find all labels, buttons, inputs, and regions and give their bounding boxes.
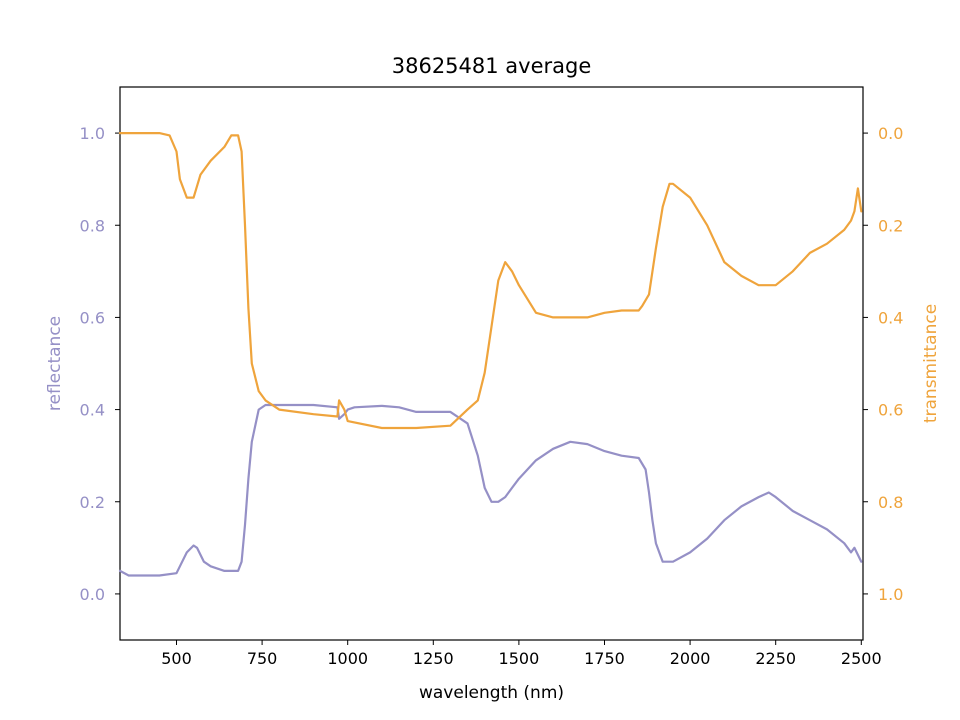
right-tick-label: 0.4 xyxy=(878,308,903,327)
right-tick-label: 0.8 xyxy=(878,493,903,512)
x-tick-label: 750 xyxy=(247,649,278,668)
series-layer xyxy=(118,132,863,577)
x-tick-label: 2500 xyxy=(841,649,882,668)
x-tick-label: 2000 xyxy=(670,649,711,668)
x-tick-label: 1250 xyxy=(413,649,454,668)
transmittance-line xyxy=(118,132,863,430)
x-tick-label: 1000 xyxy=(327,649,368,668)
right-tick-label: 0.6 xyxy=(878,401,903,420)
plot-area xyxy=(119,86,864,641)
reflectance-line xyxy=(118,403,863,577)
left-tick-label: 0.0 xyxy=(80,585,105,604)
left-y-axis: 0.0 0.2 0.4 0.6 0.8 1.0 xyxy=(80,124,120,604)
left-tick-label: 0.8 xyxy=(80,216,105,235)
x-tick-label: 1750 xyxy=(584,649,625,668)
left-tick-label: 0.4 xyxy=(80,401,105,420)
right-y-axis-label: transmittance xyxy=(921,304,941,423)
left-tick-label: 0.2 xyxy=(80,493,105,512)
x-tick-label: 1500 xyxy=(499,649,540,668)
x-axis: 500 750 1000 1250 1500 1750 2000 2250 2500 xyxy=(161,640,882,668)
x-tick-label: 500 xyxy=(161,649,192,668)
right-y-axis: 0.0 0.2 0.4 0.6 0.8 1.0 xyxy=(863,124,903,604)
right-tick-label: 1.0 xyxy=(878,585,903,604)
left-y-axis-label: reflectance xyxy=(45,316,65,411)
x-axis-label: wavelength (nm) xyxy=(419,683,564,703)
x-tick-label: 2250 xyxy=(755,649,796,668)
left-tick-label: 1.0 xyxy=(80,124,105,143)
right-tick-label: 0.2 xyxy=(878,216,903,235)
left-tick-label: 0.6 xyxy=(80,308,105,327)
right-tick-label: 0.0 xyxy=(878,124,903,143)
chart-title: 38625481 average xyxy=(392,54,592,78)
